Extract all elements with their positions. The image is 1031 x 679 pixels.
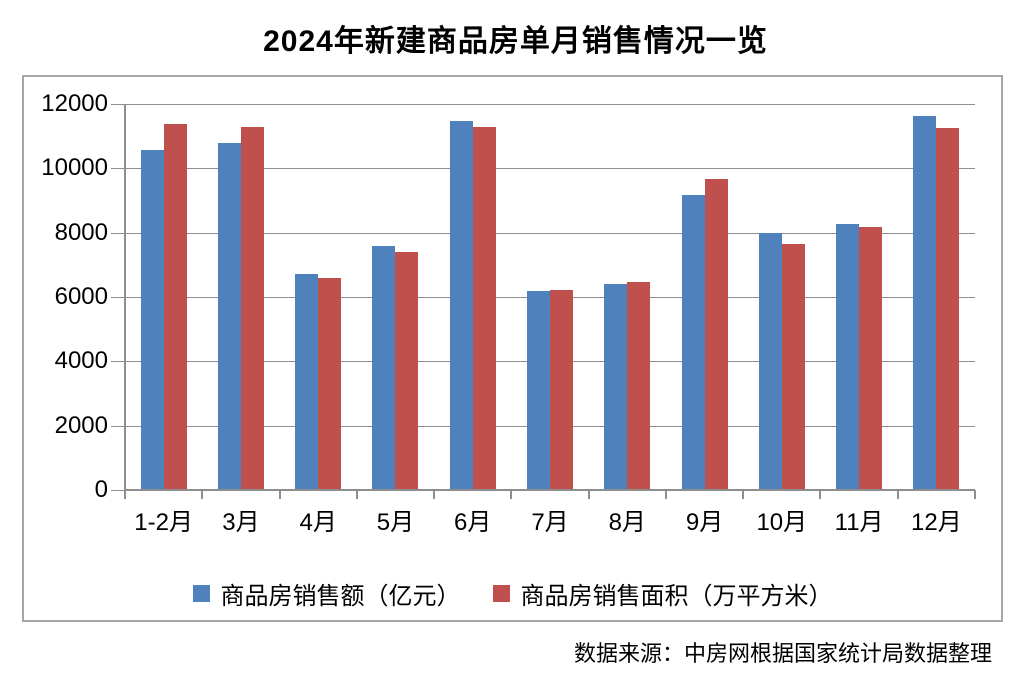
bar-商品房销售额（亿元）-12月	[913, 116, 937, 490]
legend: 商品房销售额（亿元） 商品房销售面积（万平方米）	[24, 576, 1001, 611]
chart-frame: 0 2000 4000 6000 8000 10000 12000 1-2月 3月 4月 5月 6月 7…	[22, 75, 1003, 622]
x-axis-label-7月: 7月	[531, 509, 569, 536]
bar-商品房销售面积（万平方米）-12月	[936, 128, 960, 490]
x-axis-label-8月: 8月	[608, 509, 646, 536]
legend-swatch-red-icon	[492, 585, 510, 602]
chart-title: 2024年新建商品房单月销售情况一览	[263, 25, 768, 58]
bar-group-1-2月	[125, 104, 202, 490]
bar-商品房销售面积（万平方米）-1-2月	[163, 124, 187, 490]
bar-商品房销售额（亿元）-8月	[604, 284, 628, 490]
y-axis-tick	[111, 104, 124, 105]
y-axis-tick	[111, 361, 124, 363]
x-axis-tick	[355, 490, 358, 499]
bar-商品房销售面积（万平方米）-7月	[549, 290, 573, 490]
y-axis-tick-label: 4000	[54, 347, 108, 375]
x-axis-tick	[278, 490, 281, 499]
y-axis-tick	[111, 168, 124, 170]
bar-商品房销售面积（万平方米）-9月	[704, 179, 728, 490]
x-axis-tick	[742, 490, 745, 499]
legend-swatch-blue-icon	[192, 585, 210, 602]
x-axis-tick	[433, 490, 436, 499]
x-axis-line	[125, 489, 975, 491]
y-axis-tick-label: 6000	[54, 283, 108, 310]
x-axis-label-11月: 11月	[834, 509, 884, 536]
y-axis-tick-label: 0	[94, 476, 108, 503]
x-axis-tick	[201, 490, 204, 499]
bar-group-7月	[511, 104, 588, 490]
x-axis-label-1-2月: 1-2月	[134, 509, 193, 536]
gridline-8000	[125, 232, 975, 234]
y-axis-tick	[111, 232, 124, 234]
legend-label-sales-area: 商品房销售面积（万平方米）	[520, 584, 833, 610]
y-axis-tick-label: 12000	[41, 90, 108, 117]
x-axis-label-3月: 3月	[222, 509, 260, 536]
x-axis-label-5月: 5月	[376, 509, 415, 536]
bar-group-5月	[357, 104, 434, 490]
bar-group-3月	[202, 104, 279, 490]
bar-商品房销售额（亿元）-7月	[526, 291, 550, 490]
source-note: 数据来源：中房网根据国家统计局数据整理	[573, 641, 992, 666]
bar-商品房销售面积（万平方米）-11月	[859, 227, 883, 490]
bar-商品房销售面积（万平方米）-3月	[240, 127, 264, 490]
bar-商品房销售面积（万平方米）-4月	[318, 278, 342, 490]
bar-商品房销售面积（万平方米）-6月	[472, 127, 496, 490]
bar-商品房销售额（亿元）-9月	[681, 195, 705, 490]
bar-group-9月	[666, 104, 743, 490]
bar-group-4月	[280, 104, 357, 490]
bar-商品房销售面积（万平方米）-10月	[781, 244, 805, 490]
x-axis-tick	[896, 490, 899, 499]
x-axis-tick	[510, 490, 513, 499]
bar-商品房销售面积（万平方米）-5月	[395, 252, 419, 490]
gridline-12000	[125, 104, 975, 105]
bar-group-12月	[898, 104, 975, 490]
bar-商品房销售额（亿元）-3月	[217, 143, 241, 490]
x-axis-tick	[587, 490, 590, 499]
y-axis-tick	[111, 425, 124, 427]
bar-商品房销售额（亿元）-10月	[758, 233, 782, 490]
legend-item-sales-amount: 商品房销售额（亿元）	[192, 576, 461, 611]
gridline-10000	[125, 168, 975, 170]
x-axis-label-12月: 12月	[911, 509, 962, 536]
bar-group-11月	[820, 104, 897, 490]
y-axis-tick	[111, 490, 124, 491]
legend-item-sales-area: 商品房销售面积（万平方米）	[492, 576, 833, 611]
x-axis-tick	[664, 490, 667, 499]
bar-商品房销售面积（万平方米）-8月	[627, 282, 651, 490]
bar-group-6月	[434, 104, 511, 490]
y-axis-tick	[111, 297, 124, 298]
y-axis-tick-label: 8000	[54, 218, 108, 246]
x-axis-label-10月: 10月	[756, 509, 808, 536]
legend-label-sales-amount: 商品房销售额（亿元）	[220, 584, 461, 610]
bar-商品房销售额（亿元）-5月	[372, 246, 396, 490]
x-axis-tick	[124, 490, 126, 499]
y-axis-line	[124, 104, 126, 490]
bar-group-8月	[589, 104, 666, 490]
x-axis-label-9月: 9月	[685, 509, 724, 536]
bar-group-10月	[743, 104, 820, 490]
x-axis-tick	[974, 490, 976, 499]
y-axis-tick-label: 2000	[54, 411, 108, 439]
x-axis-label-4月: 4月	[299, 509, 337, 536]
bar-商品房销售额（亿元）-4月	[295, 274, 319, 490]
x-axis-tick	[819, 490, 822, 499]
x-axis-label-6月: 6月	[454, 509, 492, 536]
bar-商品房销售额（亿元）-1-2月	[140, 150, 164, 490]
plot-area: 0 2000 4000 6000 8000 10000 12000 1-2月 3月 4月 5月 6月 7…	[41, 91, 976, 536]
bar-商品房销售额（亿元）-11月	[836, 224, 860, 490]
bar-商品房销售额（亿元）-6月	[449, 121, 473, 490]
y-axis-tick-label: 10000	[41, 154, 108, 182]
